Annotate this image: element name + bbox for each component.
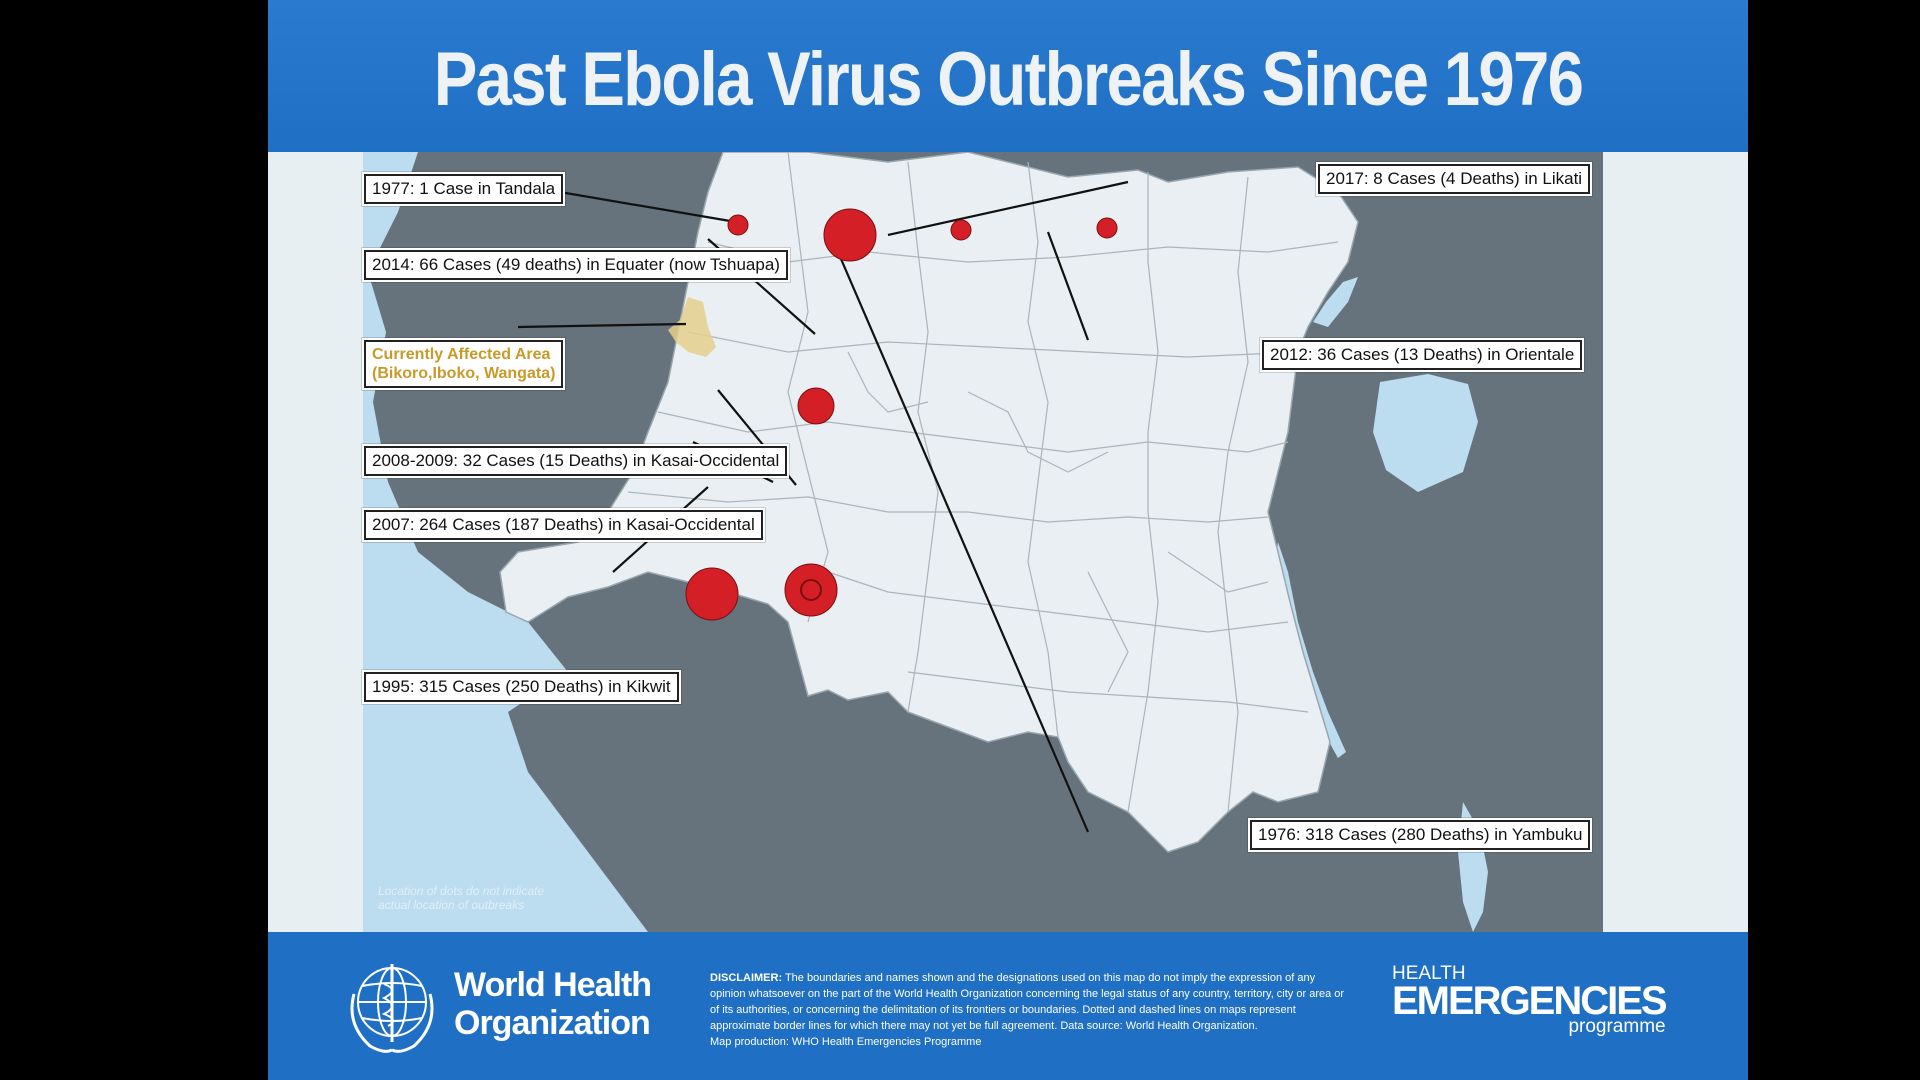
- who-wordmark-line2: Organization: [454, 1004, 651, 1042]
- he-logo-line1: HEALTH: [1392, 963, 1466, 984]
- map-note-line2: actual location of outbreaks: [378, 898, 525, 912]
- map-note-line1: Location of dots do not indicate: [378, 884, 545, 898]
- leader-line-likati: [887, 180, 1129, 237]
- province-borders: [627, 152, 1339, 813]
- marker-kikwit: [685, 567, 739, 621]
- leader-line-yambuku: [836, 251, 1090, 833]
- callout-kikwit: 1995: 315 Cases (250 Deaths) in Kikwit: [362, 670, 681, 704]
- he-logo-line3: programme: [1568, 1016, 1666, 1037]
- callout-tandala: 1977: 1 Case in Tandala: [361, 172, 566, 206]
- health-emergencies-logo: HEALTH EMERGENCIES programme: [1392, 963, 1668, 1037]
- who-wordmark: World Health Organization: [454, 966, 652, 1042]
- current-area-label: Currently Affected Area: [372, 346, 551, 363]
- marker-tandala: [727, 214, 749, 236]
- lake-tanganyika: [1274, 542, 1346, 758]
- marker-kasai2007: [784, 563, 838, 617]
- callout-yambuku: 1976: 318 Cases (280 Deaths) in Yambuku: [1247, 818, 1593, 852]
- callout-equater: 2014: 66 Cases (49 deaths) in Equater (n…: [362, 248, 790, 282]
- header-banner: Past Ebola Virus Outbreaks Since 1976: [268, 0, 1748, 152]
- page-title: Past Ebola Virus Outbreaks Since 1976: [433, 37, 1584, 122]
- marker-orientale: [1096, 217, 1118, 239]
- disclaimer: DISCLAIMER: The boundaries and names sho…: [710, 970, 1350, 1050]
- lake-victoria: [1373, 374, 1478, 492]
- callout-current-area: Currently Affected Area (Bikoro,Iboko, W…: [361, 338, 566, 390]
- drc-country: [499, 152, 1359, 853]
- callout-kasai2007: 2007: 264 Cases (187 Deaths) in Kasai-Oc…: [362, 508, 765, 542]
- currently-affected-area: [668, 297, 716, 357]
- marker-yambuku: [823, 208, 877, 262]
- leader-line-current: [517, 322, 687, 329]
- marker-kasai2008: [800, 579, 822, 601]
- marker-likati: [950, 219, 972, 241]
- current-area-places: (Bikoro,Iboko, Wangata): [372, 365, 556, 382]
- who-emblem-icon: [350, 964, 434, 1053]
- presentation-screen: Past Ebola Virus Outbreaks Since 1976: [268, 0, 1748, 1080]
- footer-banner: World Health Organization DISCLAIMER: Th…: [268, 932, 1748, 1080]
- disclaimer-text: The boundaries and names shown and the d…: [710, 972, 1345, 1032]
- map-production: Map production: WHO Health Emergencies P…: [710, 1036, 982, 1048]
- lake-albert: [1313, 277, 1358, 327]
- callout-orientale: 2012: 36 Cases (13 Deaths) in Orientale: [1259, 338, 1585, 372]
- drc-map: [268, 152, 1748, 932]
- map-note: Location of dots do not indicate actual …: [378, 884, 578, 912]
- marker-equater: [797, 387, 835, 425]
- callout-likati: 2017: 8 Cases (4 Deaths) in Likati: [1315, 162, 1593, 196]
- he-logo-line2: EMERGENCIES: [1392, 979, 1668, 1023]
- callout-kasai2008: 2008-2009: 32 Cases (15 Deaths) in Kasai…: [361, 444, 790, 478]
- outbreak-markers: [685, 208, 1118, 621]
- map-panel: 1977: 1 Case in Tandala 2014: 66 Cases (…: [268, 152, 1748, 932]
- disclaimer-label: DISCLAIMER:: [710, 972, 783, 984]
- who-wordmark-line1: World Health: [454, 966, 652, 1004]
- leader-line-orientale: [1046, 231, 1090, 341]
